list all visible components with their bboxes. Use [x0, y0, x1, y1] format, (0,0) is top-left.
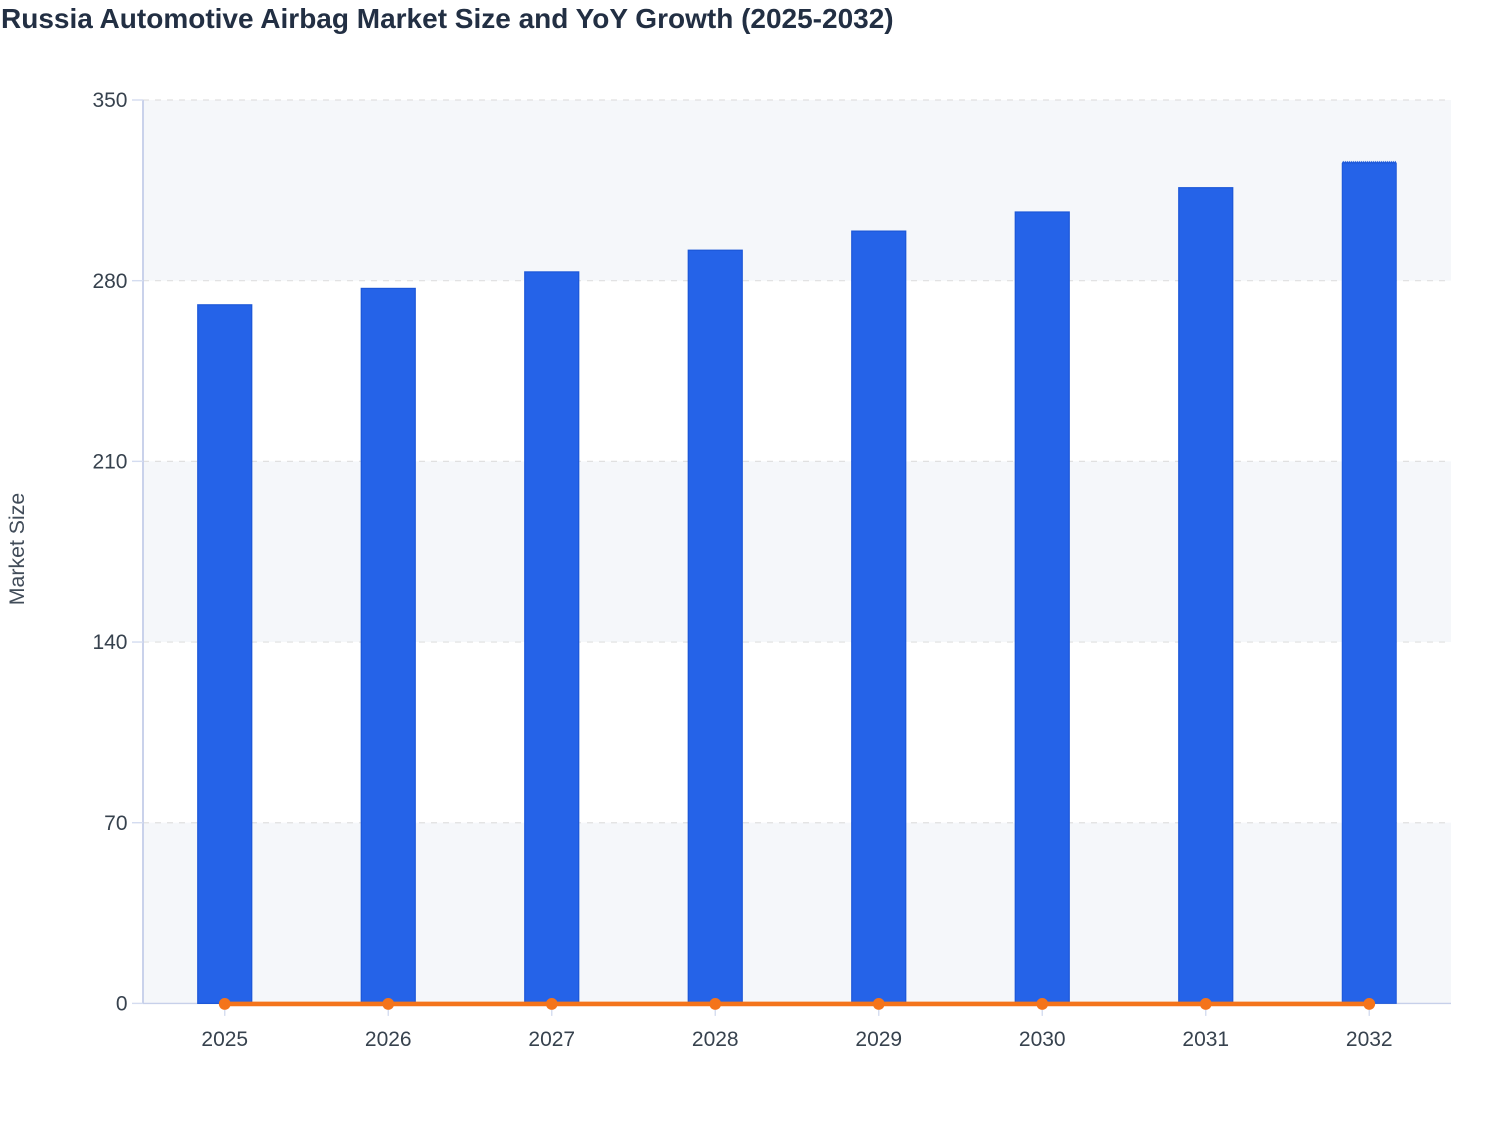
svg-text:70: 70 — [104, 812, 127, 835]
svg-text:0: 0 — [116, 993, 128, 1016]
svg-text:210: 210 — [92, 451, 127, 474]
svg-text:2029: 2029 — [855, 1028, 902, 1051]
svg-text:2026: 2026 — [365, 1028, 412, 1051]
svg-text:2025: 2025 — [201, 1028, 248, 1051]
svg-text:350: 350 — [92, 89, 127, 112]
svg-text:140: 140 — [92, 631, 127, 654]
svg-text:2030: 2030 — [1019, 1028, 1066, 1051]
svg-text:Market Size: Market Size — [5, 493, 29, 605]
svg-text:Russia Automotive Airbag Marke: Russia Automotive Airbag Market Size and… — [1, 3, 894, 34]
svg-text:2032: 2032 — [1346, 1028, 1393, 1051]
svg-text:2027: 2027 — [528, 1028, 575, 1051]
svg-text:2031: 2031 — [1182, 1028, 1229, 1051]
svg-text:2028: 2028 — [692, 1028, 739, 1051]
svg-text:280: 280 — [92, 270, 127, 293]
